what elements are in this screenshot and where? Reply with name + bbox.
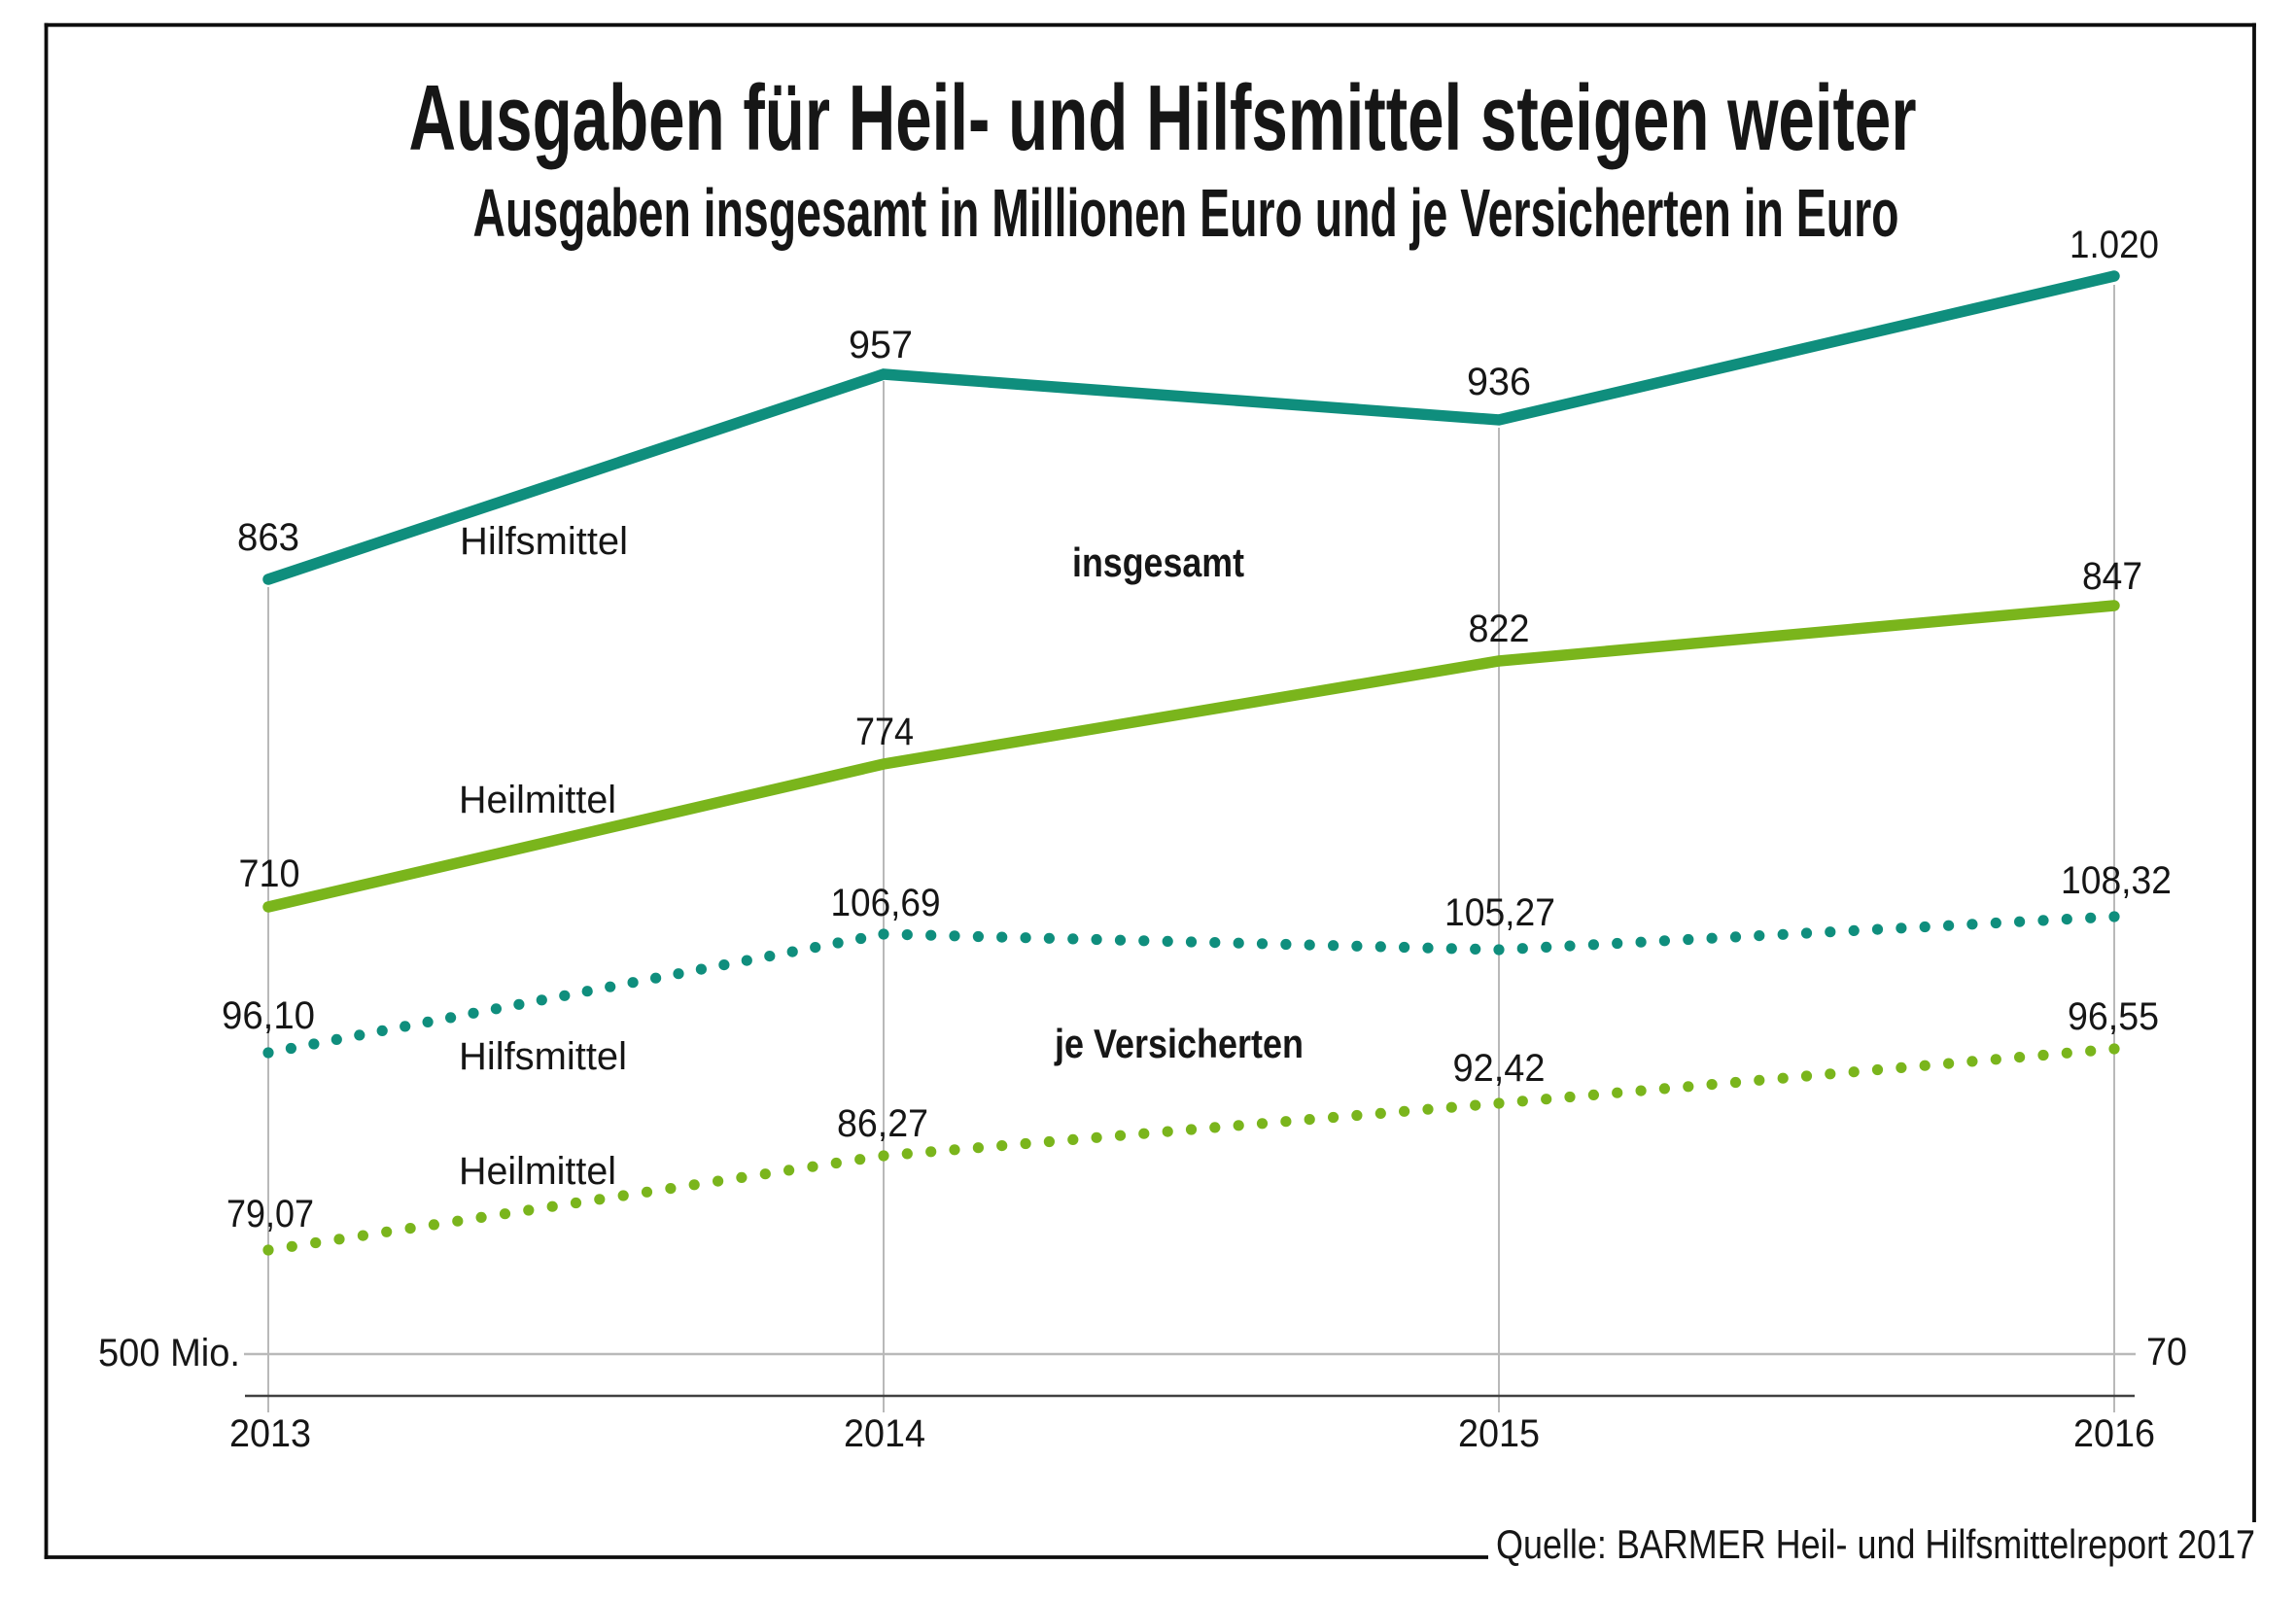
svg-text:Hilfsmittel: Hilfsmittel bbox=[459, 1035, 627, 1078]
svg-text:108,32: 108,32 bbox=[2061, 859, 2172, 902]
svg-text:Ausgaben für Heil- und Hilfsmi: Ausgaben für Heil- und Hilfsmittel steig… bbox=[409, 66, 1917, 170]
svg-text:96,10: 96,10 bbox=[222, 994, 315, 1037]
svg-text:92,42: 92,42 bbox=[1453, 1047, 1546, 1090]
svg-text:je Versicherten: je Versicherten bbox=[1054, 1021, 1304, 1066]
svg-text:Hilfsmittel: Hilfsmittel bbox=[460, 520, 628, 563]
svg-text:86,27: 86,27 bbox=[837, 1102, 928, 1145]
svg-text:Ausgaben insgesamt in Millione: Ausgaben insgesamt in Millionen Euro und… bbox=[473, 175, 1899, 251]
svg-text:70: 70 bbox=[2146, 1331, 2187, 1374]
svg-text:957: 957 bbox=[849, 324, 913, 366]
svg-text:847: 847 bbox=[2082, 555, 2142, 598]
svg-text:insgesamt: insgesamt bbox=[1072, 539, 1244, 585]
svg-text:2015: 2015 bbox=[1458, 1412, 1540, 1455]
svg-text:Quelle: BARMER Heil- und Hilfs: Quelle: BARMER Heil- und Hilfsmittelrepo… bbox=[1496, 1521, 2255, 1567]
svg-text:710: 710 bbox=[239, 852, 300, 895]
svg-text:2013: 2013 bbox=[229, 1412, 311, 1455]
svg-text:1.020: 1.020 bbox=[2070, 224, 2159, 266]
svg-text:105,27: 105,27 bbox=[1444, 891, 1555, 934]
svg-text:863: 863 bbox=[237, 516, 299, 559]
svg-text:2016: 2016 bbox=[2073, 1412, 2155, 1455]
svg-text:936: 936 bbox=[1467, 361, 1531, 403]
svg-text:96,55: 96,55 bbox=[2068, 995, 2159, 1038]
svg-text:774: 774 bbox=[855, 711, 914, 753]
svg-text:822: 822 bbox=[1469, 608, 1530, 650]
svg-text:79,07: 79,07 bbox=[226, 1193, 314, 1235]
svg-text:Heilmittel: Heilmittel bbox=[459, 1150, 616, 1193]
svg-text:500 Mio.: 500 Mio. bbox=[98, 1332, 240, 1374]
svg-text:106,69: 106,69 bbox=[831, 882, 941, 924]
svg-text:2014: 2014 bbox=[844, 1412, 925, 1455]
svg-text:Heilmittel: Heilmittel bbox=[459, 779, 616, 821]
